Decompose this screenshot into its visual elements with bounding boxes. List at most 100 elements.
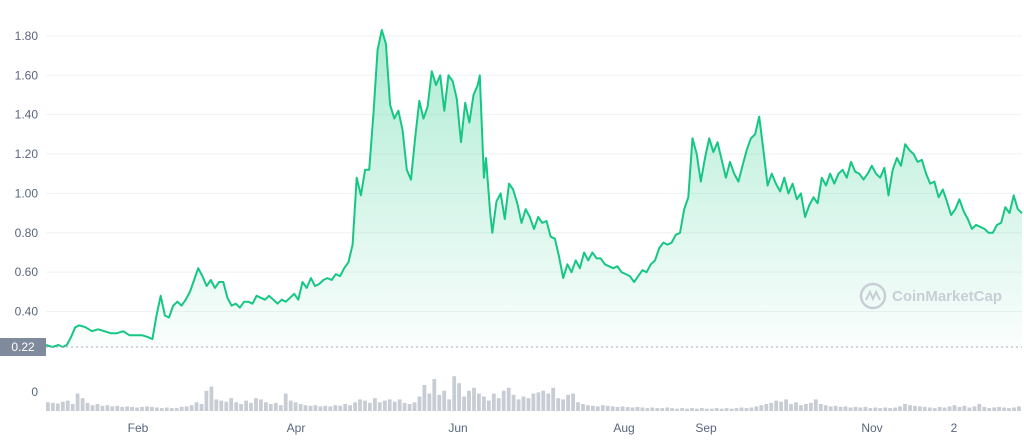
volume-bar	[536, 392, 541, 411]
volume-bar	[363, 400, 367, 411]
volume-bar	[556, 398, 561, 411]
volume-bar	[595, 406, 600, 411]
volume-bar	[486, 400, 491, 411]
volume-bar	[809, 402, 813, 411]
volume-bar	[1012, 407, 1016, 411]
volume-bar	[358, 399, 362, 411]
volume-bar	[338, 405, 343, 411]
x-tick-label: Sep	[695, 421, 717, 435]
volume-bar	[868, 408, 873, 411]
volume-bar	[125, 406, 130, 411]
volume-bar	[184, 406, 189, 411]
volume-bar	[462, 396, 466, 411]
volume-bar	[858, 407, 863, 411]
volume-bar	[908, 405, 912, 411]
volume-bar	[293, 402, 298, 411]
volume-bar	[472, 387, 476, 411]
volume-bar	[630, 407, 635, 411]
volume-bar	[947, 406, 952, 411]
volume-bar	[660, 408, 665, 411]
volume-bar	[224, 401, 229, 411]
volume-bar	[199, 404, 204, 411]
volume-bar	[952, 405, 957, 411]
volume-bar	[120, 406, 125, 411]
volume-bar	[650, 407, 655, 411]
y-tick-label: 1.00	[15, 186, 39, 200]
volume-bar	[189, 405, 194, 411]
volume-bar	[130, 406, 134, 411]
volume-bar	[922, 406, 927, 411]
volume-bar	[234, 402, 239, 411]
volume-bar	[620, 406, 625, 411]
volume-bar	[422, 384, 427, 411]
volume-bar	[259, 399, 263, 411]
volume-bar	[863, 406, 868, 411]
price-line	[45, 29, 1023, 348]
volume-bar	[714, 408, 719, 411]
volume-bar	[452, 376, 457, 411]
y-tick-label: 1.60	[15, 68, 39, 82]
volume-bar	[85, 402, 90, 411]
volume-bar	[977, 404, 982, 411]
volume-bar	[516, 399, 521, 411]
volume-bar	[447, 399, 452, 411]
volume-bar	[764, 404, 769, 411]
volume-bar	[873, 407, 878, 411]
volume-bar	[318, 406, 323, 411]
volume-bar	[155, 407, 159, 411]
volume-bar	[878, 408, 883, 411]
current-price-badge-bg	[0, 338, 46, 356]
volume-bar	[828, 406, 833, 411]
volume-bar	[417, 396, 422, 411]
volume-bar	[724, 408, 729, 411]
volume-bar	[967, 407, 972, 411]
volume-bar	[744, 408, 749, 411]
volume-bar	[368, 402, 372, 411]
volume-bar	[566, 394, 570, 411]
volume-bar	[397, 399, 402, 411]
volume-bar	[913, 405, 917, 411]
volume-bar	[709, 408, 714, 411]
watermark-text: CoinMarketCap	[892, 288, 1002, 305]
volume-bar	[95, 404, 100, 411]
volume-bar	[987, 408, 992, 411]
volume-bar	[219, 400, 224, 411]
volume-bar	[888, 408, 892, 411]
volume-bar	[918, 406, 922, 411]
volume-bar	[719, 408, 724, 411]
volume-bar	[794, 402, 798, 411]
volume-bar	[759, 405, 764, 411]
volume-bar	[685, 408, 689, 411]
volume-bar	[992, 407, 997, 411]
volume-bar	[927, 407, 932, 411]
volume-bar	[813, 399, 818, 411]
volume-bar	[432, 379, 437, 411]
volume-bar	[214, 399, 219, 411]
volume-bar	[496, 398, 501, 411]
volume-bar	[804, 404, 808, 411]
volume-bar	[169, 408, 174, 411]
volume-bar	[526, 398, 531, 411]
y-tick-label: 0.60	[15, 265, 39, 279]
volume-bar	[313, 405, 318, 411]
volume-bar	[343, 404, 348, 411]
volume-bar	[982, 406, 987, 411]
volume-bar	[382, 400, 387, 411]
volume-bar	[779, 401, 783, 411]
volume-bar	[75, 393, 80, 411]
volume-axis-label: 0	[31, 385, 38, 399]
volume-bar	[551, 387, 556, 411]
x-tick-label: Aug	[613, 421, 634, 435]
volume-bar	[531, 393, 536, 411]
volume-bar	[784, 399, 788, 411]
volume-bar	[353, 402, 357, 411]
volume-bar	[348, 405, 352, 411]
volume-bar	[427, 393, 432, 411]
volume-bar	[591, 405, 595, 411]
volume-bar	[80, 398, 85, 411]
x-tick-label: Feb	[128, 421, 149, 435]
volume-bar	[100, 405, 105, 411]
price-area-fill	[46, 30, 1022, 347]
